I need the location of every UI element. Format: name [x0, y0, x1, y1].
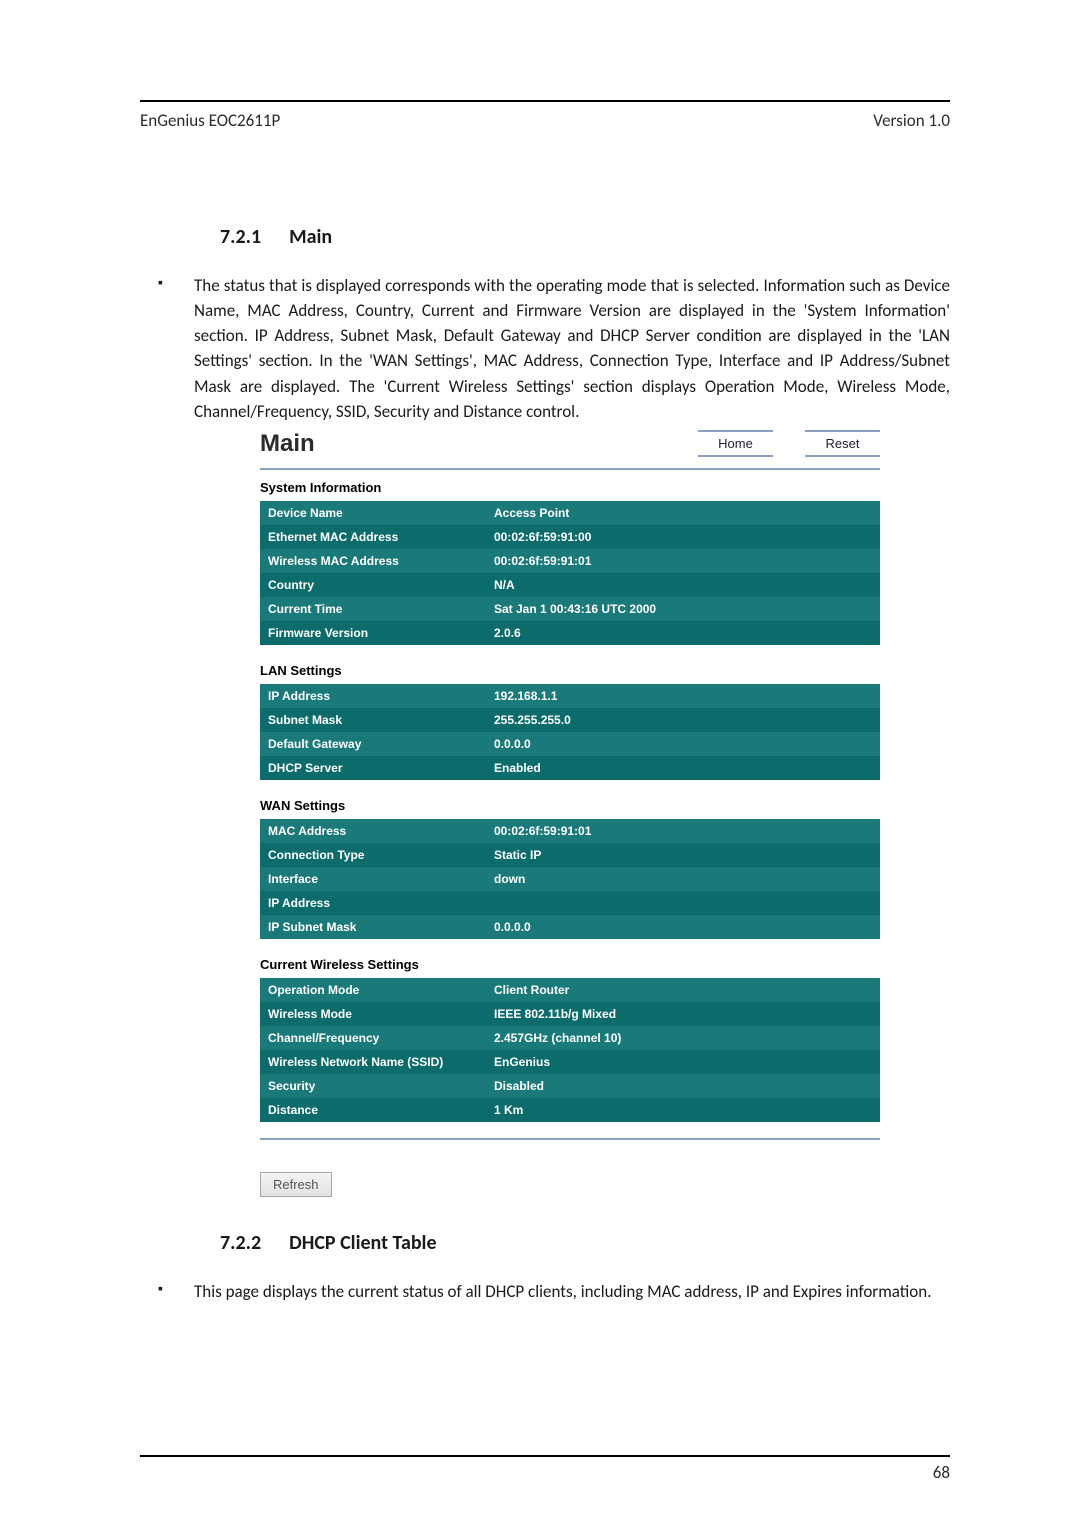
section-paragraph-main: The status that is displayed corresponds…: [158, 273, 950, 424]
section-heading-dhcp: 7.2.2 DHCP Client Table: [220, 1231, 950, 1255]
table-row: DHCP ServerEnabled: [260, 756, 880, 780]
row-value: 0.0.0.0: [486, 732, 880, 756]
table-row: Current TimeSat Jan 1 00:43:16 UTC 2000: [260, 597, 880, 621]
table-row: Channel/Frequency2.457GHz (channel 10): [260, 1026, 880, 1050]
refresh-button[interactable]: Refresh: [260, 1172, 332, 1197]
row-value: Client Router: [486, 978, 880, 1002]
row-label: Default Gateway: [260, 732, 486, 756]
row-value: 2.457GHz (channel 10): [486, 1026, 880, 1050]
table-row: Wireless ModeIEEE 802.11b/g Mixed: [260, 1002, 880, 1026]
row-label: Wireless Mode: [260, 1002, 486, 1026]
header-left: EnGenius EOC2611P: [140, 110, 280, 131]
bottom-rule: [260, 1138, 880, 1140]
row-label: Subnet Mask: [260, 708, 486, 732]
row-value: [486, 891, 880, 915]
row-value: Static IP: [486, 843, 880, 867]
table-row: Operation ModeClient Router: [260, 978, 880, 1002]
page-number: 68: [933, 1462, 950, 1483]
section-title: DHCP Client Table: [289, 1231, 436, 1255]
group-header: WAN Settings: [260, 798, 880, 813]
info-table: MAC Address00:02:6f:59:91:01Connection T…: [260, 819, 880, 939]
page-header: EnGenius EOC2611P Version 1.0: [140, 108, 950, 143]
section-paragraph-dhcp: This page displays the current status of…: [158, 1279, 950, 1304]
header-right: Version 1.0: [873, 110, 950, 131]
row-label: Wireless Network Name (SSID): [260, 1050, 486, 1074]
row-value: N/A: [486, 573, 880, 597]
row-value: 255.255.255.0: [486, 708, 880, 732]
row-value: 192.168.1.1: [486, 684, 880, 708]
home-button[interactable]: Home: [698, 430, 773, 457]
table-row: Connection TypeStatic IP: [260, 843, 880, 867]
row-value: down: [486, 867, 880, 891]
row-label: Device Name: [260, 501, 486, 525]
table-row: Wireless Network Name (SSID)EnGenius: [260, 1050, 880, 1074]
table-row: CountryN/A: [260, 573, 880, 597]
row-label: IP Subnet Mask: [260, 915, 486, 939]
row-value: IEEE 802.11b/g Mixed: [486, 1002, 880, 1026]
row-label: Wireless MAC Address: [260, 549, 486, 573]
table-row: MAC Address00:02:6f:59:91:01: [260, 819, 880, 843]
table-row: Default Gateway0.0.0.0: [260, 732, 880, 756]
table-row: Interfacedown: [260, 867, 880, 891]
row-value: Access Point: [486, 501, 880, 525]
footer-rule: [140, 1455, 950, 1457]
group-header: LAN Settings: [260, 663, 880, 678]
row-label: Current Time: [260, 597, 486, 621]
row-value: 1 Km: [486, 1098, 880, 1122]
row-value: 00:02:6f:59:91:01: [486, 819, 880, 843]
row-value: 0.0.0.0: [486, 915, 880, 939]
row-label: Security: [260, 1074, 486, 1098]
section-number: 7.2.2: [220, 1231, 261, 1255]
row-value: Disabled: [486, 1074, 880, 1098]
row-label: Firmware Version: [260, 621, 486, 645]
section-title: Main: [289, 225, 332, 249]
table-row: Ethernet MAC Address00:02:6f:59:91:00: [260, 525, 880, 549]
table-row: Distance1 Km: [260, 1098, 880, 1122]
row-label: IP Address: [260, 891, 486, 915]
row-value: 2.0.6: [486, 621, 880, 645]
table-row: IP Address192.168.1.1: [260, 684, 880, 708]
table-row: IP Subnet Mask0.0.0.0: [260, 915, 880, 939]
row-value: 00:02:6f:59:91:00: [486, 525, 880, 549]
table-row: Device NameAccess Point: [260, 501, 880, 525]
reset-button[interactable]: Reset: [805, 430, 880, 457]
row-value: Enabled: [486, 756, 880, 780]
row-label: DHCP Server: [260, 756, 486, 780]
section-heading-main: 7.2.1 Main: [220, 225, 950, 249]
group-header: Current Wireless Settings: [260, 957, 880, 972]
info-table: Operation ModeClient RouterWireless Mode…: [260, 978, 880, 1122]
title-rule: [260, 468, 880, 470]
row-value: Sat Jan 1 00:43:16 UTC 2000: [486, 597, 880, 621]
table-row: Wireless MAC Address00:02:6f:59:91:01: [260, 549, 880, 573]
document-page: EnGenius EOC2611P Version 1.0 7.2.1 Main…: [0, 0, 1080, 1527]
info-table: IP Address192.168.1.1Subnet Mask255.255.…: [260, 684, 880, 780]
row-label: Connection Type: [260, 843, 486, 867]
row-label: MAC Address: [260, 819, 486, 843]
table-row: SecurityDisabled: [260, 1074, 880, 1098]
top-button-bar: Home Reset: [698, 430, 880, 457]
row-label: Channel/Frequency: [260, 1026, 486, 1050]
row-label: Distance: [260, 1098, 486, 1122]
row-label: IP Address: [260, 684, 486, 708]
section-number: 7.2.1: [220, 225, 261, 249]
table-row: IP Address: [260, 891, 880, 915]
row-label: Country: [260, 573, 486, 597]
row-label: Operation Mode: [260, 978, 486, 1002]
row-label: Ethernet MAC Address: [260, 525, 486, 549]
row-value: EnGenius: [486, 1050, 880, 1074]
group-header: System Information: [260, 480, 880, 495]
table-row: Firmware Version2.0.6: [260, 621, 880, 645]
row-value: 00:02:6f:59:91:01: [486, 549, 880, 573]
header-rule: [140, 100, 950, 102]
info-groups: System Information Device NameAccess Poin…: [260, 480, 880, 1122]
row-label: Interface: [260, 867, 486, 891]
router-admin-screenshot: Home Reset Main System InformationDevice…: [260, 430, 880, 1197]
info-table: Device NameAccess PointEthernet MAC Addr…: [260, 501, 880, 645]
table-row: Subnet Mask255.255.255.0: [260, 708, 880, 732]
